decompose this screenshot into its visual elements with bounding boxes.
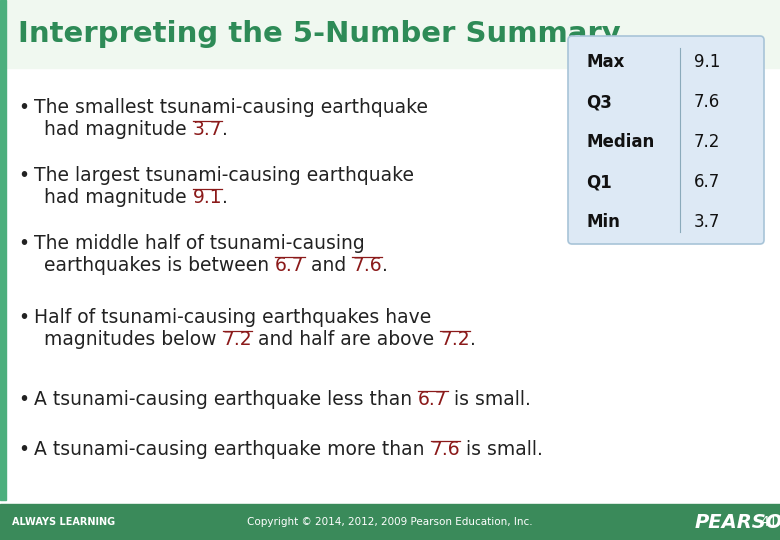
Text: 6.7: 6.7 <box>418 390 448 409</box>
Text: 7.2: 7.2 <box>222 330 252 349</box>
Text: had magnitude: had magnitude <box>44 120 193 139</box>
Text: .: . <box>222 120 228 139</box>
Bar <box>0 0 780 68</box>
Text: is small.: is small. <box>460 440 543 459</box>
Text: and: and <box>305 256 352 275</box>
Text: Min: Min <box>586 213 620 231</box>
Text: 6.7: 6.7 <box>275 256 305 275</box>
Text: 9.1: 9.1 <box>193 188 222 207</box>
Text: 6.7: 6.7 <box>694 173 720 191</box>
Text: •: • <box>18 234 29 253</box>
Text: had magnitude: had magnitude <box>44 188 193 207</box>
Text: 7.2: 7.2 <box>694 133 721 151</box>
Text: •: • <box>18 166 29 185</box>
Text: 7.2: 7.2 <box>440 330 470 349</box>
Text: Max: Max <box>586 53 624 71</box>
Bar <box>0 504 780 540</box>
Text: Half of tsunami-causing earthquakes have: Half of tsunami-causing earthquakes have <box>34 308 431 327</box>
Text: .: . <box>381 256 388 275</box>
Text: 3.7: 3.7 <box>694 213 721 231</box>
Text: 41: 41 <box>760 515 778 529</box>
Text: and half are above: and half are above <box>252 330 440 349</box>
Text: .: . <box>470 330 476 349</box>
FancyBboxPatch shape <box>568 36 764 244</box>
Text: 7.6: 7.6 <box>694 93 720 111</box>
Text: •: • <box>18 440 29 459</box>
Text: magnitudes below: magnitudes below <box>44 330 222 349</box>
Text: 7.6: 7.6 <box>352 256 381 275</box>
Text: .: . <box>222 188 228 207</box>
Text: •: • <box>18 390 29 409</box>
Text: A tsunami-causing earthquake less than: A tsunami-causing earthquake less than <box>34 390 418 409</box>
Bar <box>0 0 6 500</box>
Text: PEARSON: PEARSON <box>695 512 780 531</box>
Text: Copyright © 2014, 2012, 2009 Pearson Education, Inc.: Copyright © 2014, 2012, 2009 Pearson Edu… <box>247 517 533 527</box>
Text: 7.6: 7.6 <box>431 440 460 459</box>
Text: The largest tsunami-causing earthquake: The largest tsunami-causing earthquake <box>34 166 414 185</box>
Text: •: • <box>18 308 29 327</box>
Text: A tsunami-causing earthquake more than: A tsunami-causing earthquake more than <box>34 440 431 459</box>
Text: 3.7: 3.7 <box>193 120 222 139</box>
Text: is small.: is small. <box>448 390 530 409</box>
Text: earthquakes is between: earthquakes is between <box>44 256 275 275</box>
Text: Q1: Q1 <box>586 173 612 191</box>
Text: Q3: Q3 <box>586 93 612 111</box>
Text: Median: Median <box>586 133 654 151</box>
Text: 9.1: 9.1 <box>694 53 721 71</box>
Text: The middle half of tsunami-causing: The middle half of tsunami-causing <box>34 234 365 253</box>
Text: •: • <box>18 98 29 117</box>
Text: Interpreting the 5-Number Summary: Interpreting the 5-Number Summary <box>18 20 621 48</box>
Text: The smallest tsunami-causing earthquake: The smallest tsunami-causing earthquake <box>34 98 428 117</box>
Text: ALWAYS LEARNING: ALWAYS LEARNING <box>12 517 115 527</box>
